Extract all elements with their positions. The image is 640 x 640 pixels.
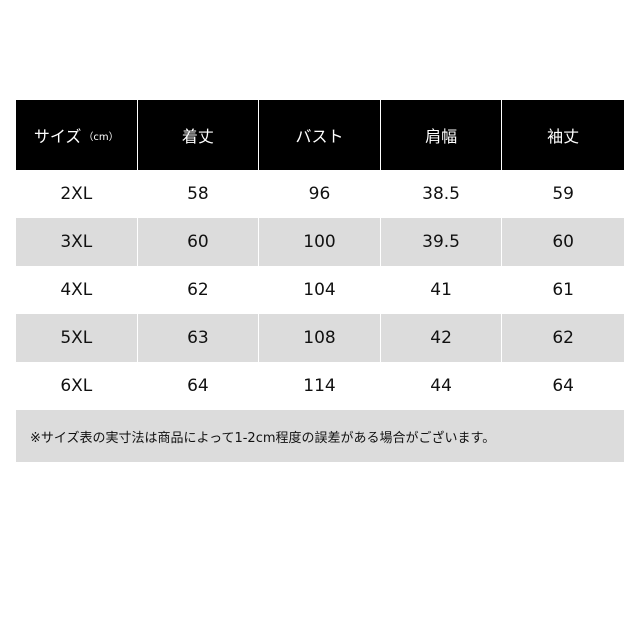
table-cell: 100 (259, 218, 381, 266)
header-text: 肩幅 (425, 127, 458, 146)
table-cell: 63 (137, 314, 260, 362)
cell-text: 104 (303, 280, 336, 300)
cell-text: 108 (303, 328, 336, 348)
table-cell: 60 (137, 218, 260, 266)
cell-text: 59 (552, 184, 574, 204)
cell-text: 3XL (60, 232, 93, 252)
header-text: バスト (295, 127, 344, 146)
cell-text: 64 (552, 376, 574, 396)
header-text: 着丈 (181, 127, 214, 146)
table-cell: 41 (381, 266, 503, 314)
table-cell: 39.5 (380, 218, 503, 266)
note-text: ※サイズ表の実寸法は商品によって1-2cm程度の誤差がある場合がございます。 (30, 430, 496, 446)
table-cell: 64 (138, 362, 260, 410)
table-row: 4XL 62 104 41 61 (16, 266, 624, 314)
cell-text: 64 (187, 376, 209, 396)
table-cell: 2XL (16, 170, 138, 218)
table-cell: 4XL (16, 266, 138, 314)
table-cell: 108 (259, 314, 381, 362)
table-cell: 61 (502, 266, 624, 314)
table-cell: 44 (381, 362, 503, 410)
table-row: 3XL 60 100 39.5 60 (16, 218, 624, 266)
cell-text: 38.5 (422, 184, 460, 204)
header-row: サイズ （cm） 着丈 バスト 肩幅 袖丈 (16, 100, 624, 170)
cell-text: 5XL (60, 328, 93, 348)
table-row: 2XL 58 96 38.5 59 (16, 170, 624, 218)
header-text: 袖丈 (547, 127, 580, 146)
table-cell: 6XL (16, 362, 138, 410)
cell-text: 62 (187, 280, 209, 300)
cell-text: 63 (187, 328, 209, 348)
table-cell: 5XL (16, 314, 138, 362)
cell-text: 100 (303, 232, 336, 252)
table-cell: 38.5 (381, 170, 503, 218)
cell-text: 42 (430, 328, 452, 348)
table-cell: 96 (259, 170, 381, 218)
header-cell: 着丈 (137, 100, 260, 170)
cell-text: 60 (552, 232, 574, 252)
table-cell: 60 (502, 218, 624, 266)
cell-text: 60 (187, 232, 209, 252)
table-cell: 62 (138, 266, 260, 314)
cell-text: 2XL (60, 184, 93, 204)
size-table: サイズ （cm） 着丈 バスト 肩幅 袖丈 2XL 58 96 38.5 59 3XL 60 100 39.… (16, 100, 624, 462)
table-cell: 114 (259, 362, 381, 410)
cell-text: 39.5 (422, 232, 460, 252)
cell-text: 58 (187, 184, 209, 204)
table-row: 5XL 63 108 42 62 (16, 314, 624, 362)
cell-text: 41 (430, 280, 452, 300)
cell-text: 114 (303, 376, 336, 396)
table-cell: 62 (502, 314, 624, 362)
cell-text: 96 (308, 184, 331, 204)
table-cell: 59 (502, 170, 624, 218)
cell-text: 4XL (60, 280, 93, 300)
header-label: サイズ (33, 127, 82, 146)
table-cell: 42 (380, 314, 503, 362)
header-unit: （cm） (83, 131, 119, 143)
note-row: ※サイズ表の実寸法は商品によって1-2cm程度の誤差がある場合がございます。 (16, 410, 624, 462)
table-cell: 104 (259, 266, 381, 314)
header-cell: サイズ （cm） (16, 100, 138, 170)
cell-text: 6XL (60, 376, 93, 396)
table-row: 6XL 64 114 44 64 (16, 362, 624, 410)
header-cell: 袖丈 (502, 100, 624, 170)
header-cell: バスト (259, 100, 381, 170)
header-cell: 肩幅 (380, 100, 503, 170)
table-cell: 58 (138, 170, 260, 218)
cell-text: 62 (552, 328, 574, 348)
cell-text: 44 (430, 376, 452, 396)
table-cell: 3XL (16, 218, 138, 266)
cell-text: 61 (552, 280, 574, 300)
table-cell: 64 (502, 362, 624, 410)
